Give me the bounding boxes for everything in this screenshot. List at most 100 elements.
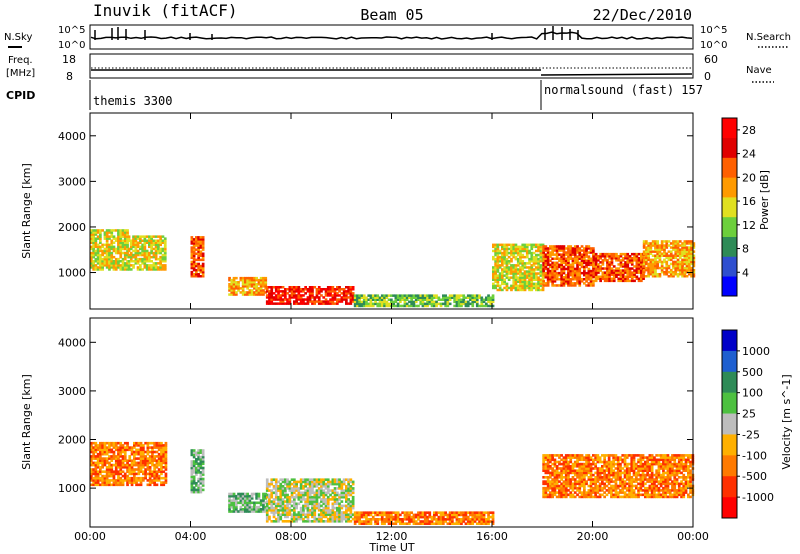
heatmap-cell xyxy=(549,263,552,267)
heatmap-cell xyxy=(603,271,607,274)
heatmap-cell xyxy=(141,268,144,271)
heatmap-cell xyxy=(690,262,693,266)
heatmap-cell xyxy=(197,466,200,470)
heatmap-cell xyxy=(674,260,678,264)
heatmap-cell xyxy=(150,251,153,255)
heatmap-cell xyxy=(564,263,568,267)
heatmap-cell xyxy=(473,294,477,297)
heatmap-cell xyxy=(516,288,520,292)
heatmap-cell xyxy=(405,515,409,519)
heatmap-cell xyxy=(525,262,529,265)
heatmap-cell xyxy=(542,255,545,258)
heatmap-cell xyxy=(112,241,116,244)
heatmap-cell xyxy=(320,520,323,523)
heatmap-cell xyxy=(299,478,303,481)
heatmap-cell xyxy=(103,264,107,267)
heatmap-cell xyxy=(544,467,548,470)
heatmap-cell xyxy=(596,491,600,494)
heatmap-cell xyxy=(358,300,361,304)
heatmap-cell xyxy=(571,486,575,490)
heatmap-cell xyxy=(542,495,545,499)
heatmap-cell xyxy=(549,278,552,281)
heatmap-cell xyxy=(279,513,283,516)
heatmap-cell xyxy=(601,489,604,492)
heatmap-cell xyxy=(324,509,328,512)
heatmap-cell xyxy=(380,518,384,521)
heatmap-cell xyxy=(462,518,466,521)
heatmap-cell xyxy=(108,247,111,251)
heatmap-cell xyxy=(333,480,337,484)
heatmap-cell xyxy=(288,509,292,512)
heatmap-cell xyxy=(583,265,586,269)
heatmap-cell xyxy=(345,294,348,297)
heatmap-cell xyxy=(110,241,114,244)
heatmap-cell xyxy=(496,253,500,257)
heatmap-cell xyxy=(351,491,355,495)
heatmap-cell xyxy=(123,463,127,467)
heatmap-cell xyxy=(145,260,149,263)
heatmap-cell xyxy=(503,270,506,273)
heatmap-cell xyxy=(583,469,586,472)
heatmap-cell xyxy=(347,482,350,486)
heatmap-cell xyxy=(601,471,604,475)
heatmap-cell xyxy=(457,522,461,525)
heatmap-cell xyxy=(250,510,254,513)
heatmap-cell xyxy=(560,282,563,285)
heatmap-cell xyxy=(139,476,143,480)
heatmap-cell xyxy=(637,263,641,266)
heatmap-cell xyxy=(676,250,680,253)
heatmap-cell xyxy=(492,249,495,253)
heatmap-cell xyxy=(562,271,566,275)
heatmap-cell xyxy=(660,264,664,268)
heatmap-cell xyxy=(130,446,134,449)
heatmap-cell xyxy=(297,290,301,293)
heatmap-cell xyxy=(546,282,550,285)
heatmap-cell xyxy=(626,269,630,272)
heatmap-cell xyxy=(564,469,568,472)
heatmap-cell xyxy=(471,294,475,297)
heatmap-cell xyxy=(255,494,258,498)
heatmap-cell xyxy=(96,444,100,447)
heatmap-cell xyxy=(612,277,616,280)
heatmap-cell xyxy=(253,501,256,505)
heatmap-cell xyxy=(505,266,509,269)
heatmap-cell xyxy=(640,273,643,276)
heatmap-cell xyxy=(567,257,570,260)
heatmap-cell xyxy=(145,251,149,255)
heatmap-cell xyxy=(197,273,200,276)
heatmap-cell xyxy=(336,288,339,291)
heatmap-cell xyxy=(159,262,162,265)
heatmap-cell xyxy=(621,263,625,266)
heatmap-cell xyxy=(603,478,606,481)
heatmap-cell xyxy=(345,509,348,512)
heatmap-cell xyxy=(117,239,120,242)
heatmap-cell xyxy=(351,517,355,521)
heatmap-cell xyxy=(333,487,337,490)
heatmap-cell xyxy=(262,281,265,284)
heatmap-cell xyxy=(105,452,109,456)
heatmap-cell xyxy=(92,468,95,471)
heatmap-cell xyxy=(376,296,380,299)
heatmap-cell xyxy=(129,243,133,247)
heatmap-cell xyxy=(505,245,509,249)
heatmap-cell xyxy=(392,522,395,525)
heatmap-cell xyxy=(255,278,258,282)
heatmap-cell xyxy=(437,296,441,299)
heatmap-cell xyxy=(654,244,657,247)
heatmap-cell xyxy=(576,255,579,258)
heatmap-cell xyxy=(519,255,522,259)
heatmap-cell xyxy=(96,247,100,251)
heatmap-cell xyxy=(549,480,552,483)
heatmap-cell xyxy=(516,245,520,249)
heatmap-cell xyxy=(448,302,452,306)
heatmap-cell xyxy=(299,493,303,497)
heatmap-cell xyxy=(437,522,441,525)
heatmap-cell xyxy=(542,491,545,494)
heatmap-cell xyxy=(369,304,373,308)
heatmap-cell xyxy=(501,245,504,249)
heatmap-cell xyxy=(681,264,684,268)
heatmap-cell xyxy=(336,517,339,521)
heatmap-cell xyxy=(589,257,593,260)
heatmap-cell xyxy=(326,509,330,512)
